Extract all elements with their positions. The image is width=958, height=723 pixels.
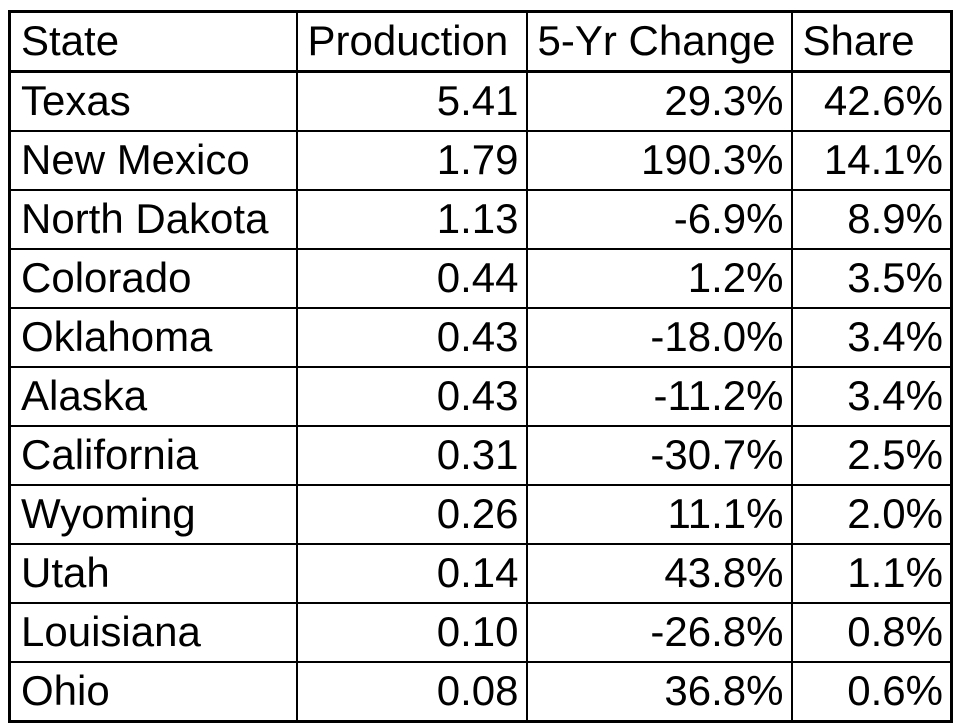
table-row: Utah 0.14 43.8% 1.1%: [8, 543, 953, 604]
col-header-state: State: [8, 10, 298, 73]
cell-five-yr-change: 1.2%: [525, 248, 793, 309]
cell-state: New Mexico: [8, 130, 298, 191]
cell-five-yr-change: 29.3%: [525, 70, 793, 132]
cell-production: 0.08: [295, 661, 528, 723]
table-row: New Mexico 1.79 190.3% 14.1%: [8, 130, 953, 191]
cell-share: 42.6%: [790, 70, 953, 132]
table-row: Wyoming 0.26 11.1% 2.0%: [8, 484, 953, 545]
cell-share: 3.5%: [790, 248, 953, 309]
cell-production: 0.14: [295, 543, 528, 604]
cell-five-yr-change: 36.8%: [525, 661, 793, 723]
cell-share: 0.6%: [790, 661, 953, 723]
cell-production: 0.26: [295, 484, 528, 545]
state-production-table: State Production 5-Yr Change Share Texas…: [8, 10, 953, 723]
cell-state: Wyoming: [8, 484, 298, 545]
cell-state: North Dakota: [8, 189, 298, 250]
table-row: Colorado 0.44 1.2% 3.5%: [8, 248, 953, 309]
cell-production: 5.41: [295, 70, 528, 132]
cell-share: 2.5%: [790, 425, 953, 486]
cell-production: 0.44: [295, 248, 528, 309]
table-row: Alaska 0.43 -11.2% 3.4%: [8, 366, 953, 427]
cell-share: 3.4%: [790, 307, 953, 368]
cell-production: 0.31: [295, 425, 528, 486]
cell-share: 3.4%: [790, 366, 953, 427]
cell-state: Louisiana: [8, 602, 298, 663]
table-row: Oklahoma 0.43 -18.0% 3.4%: [8, 307, 953, 368]
cell-state: Oklahoma: [8, 307, 298, 368]
cell-state: Colorado: [8, 248, 298, 309]
table-row: Ohio 0.08 36.8% 0.6%: [8, 661, 953, 723]
cell-production: 0.43: [295, 307, 528, 368]
cell-five-yr-change: 43.8%: [525, 543, 793, 604]
cell-production: 0.10: [295, 602, 528, 663]
cell-five-yr-change: -30.7%: [525, 425, 793, 486]
table-row: California 0.31 -30.7% 2.5%: [8, 425, 953, 486]
cell-production: 1.13: [295, 189, 528, 250]
table-row: Texas 5.41 29.3% 42.6%: [8, 70, 953, 132]
cell-five-yr-change: -18.0%: [525, 307, 793, 368]
header-row: State Production 5-Yr Change Share: [8, 10, 953, 73]
table-body: Texas 5.41 29.3% 42.6% New Mexico 1.79 1…: [8, 70, 953, 723]
cell-state: Alaska: [8, 366, 298, 427]
cell-state: California: [8, 425, 298, 486]
cell-share: 1.1%: [790, 543, 953, 604]
cell-state: Ohio: [8, 661, 298, 723]
cell-five-yr-change: 11.1%: [525, 484, 793, 545]
table-row: North Dakota 1.13 -6.9% 8.9%: [8, 189, 953, 250]
cell-production: 1.79: [295, 130, 528, 191]
cell-share: 0.8%: [790, 602, 953, 663]
cell-five-yr-change: -6.9%: [525, 189, 793, 250]
cell-share: 8.9%: [790, 189, 953, 250]
cell-five-yr-change: -26.8%: [525, 602, 793, 663]
cell-five-yr-change: -11.2%: [525, 366, 793, 427]
col-header-share: Share: [790, 10, 953, 73]
col-header-five-yr-change: 5-Yr Change: [525, 10, 793, 73]
cell-production: 0.43: [295, 366, 528, 427]
table-row: Louisiana 0.10 -26.8% 0.8%: [8, 602, 953, 663]
cell-five-yr-change: 190.3%: [525, 130, 793, 191]
cell-state: Utah: [8, 543, 298, 604]
col-header-production: Production: [295, 10, 528, 73]
cell-state: Texas: [8, 70, 298, 132]
cell-share: 14.1%: [790, 130, 953, 191]
cell-share: 2.0%: [790, 484, 953, 545]
